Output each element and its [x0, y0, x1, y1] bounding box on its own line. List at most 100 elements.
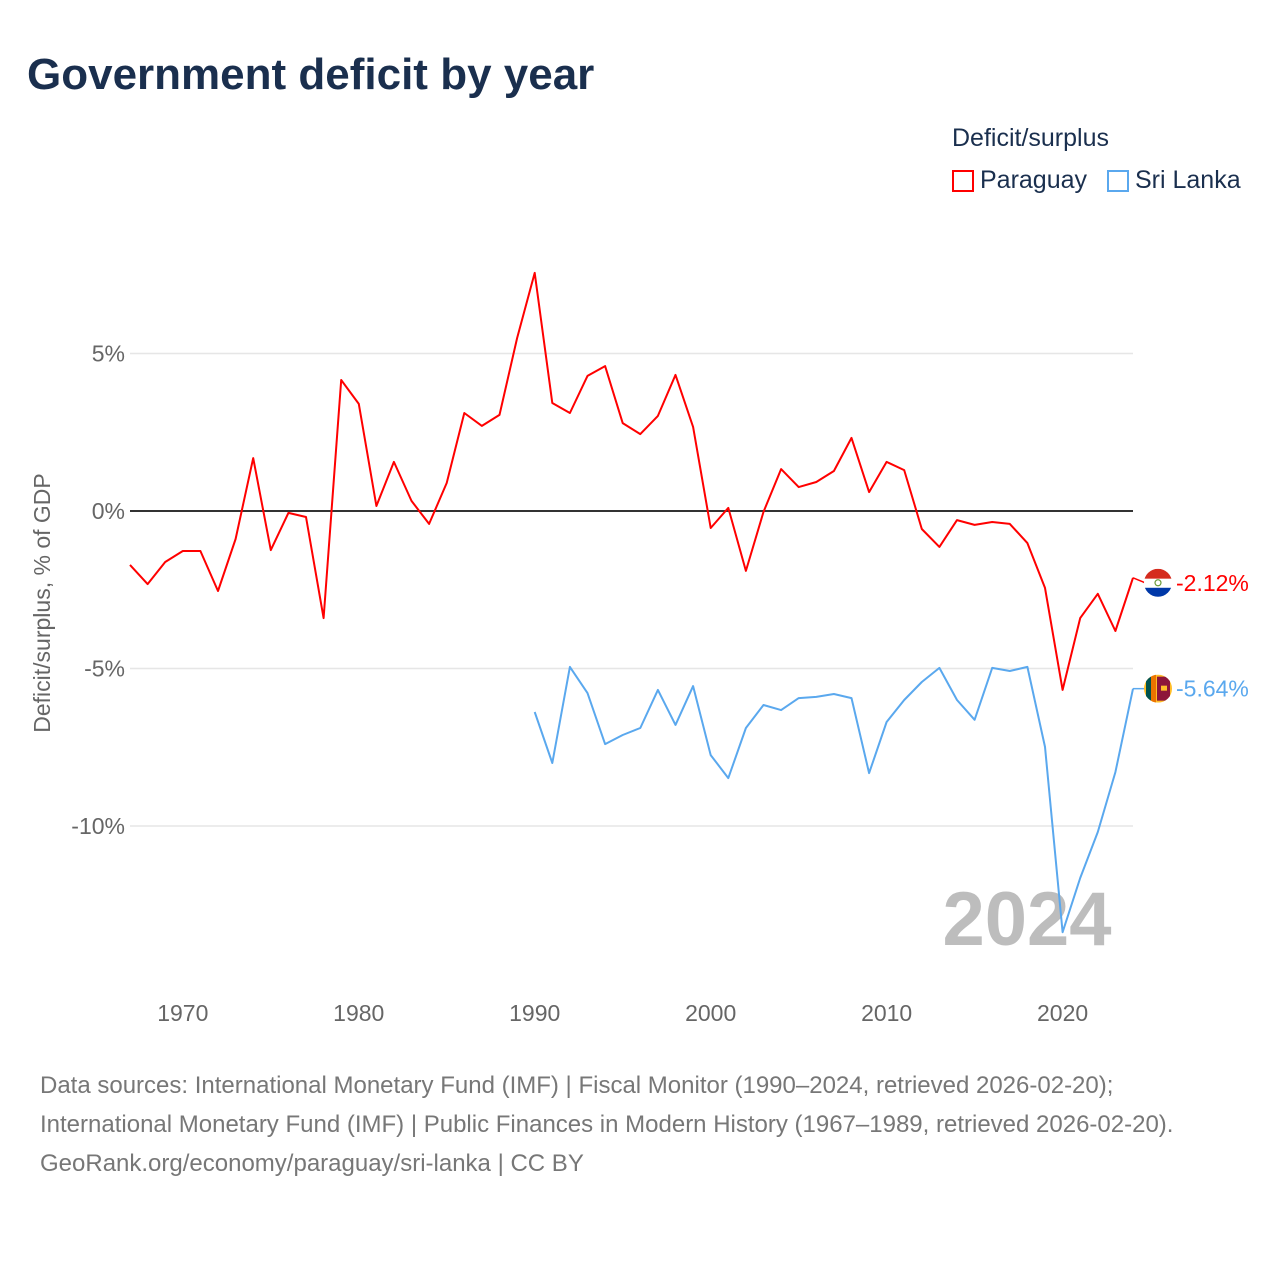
data-point	[234, 537, 238, 541]
data-point	[744, 726, 748, 730]
data-point	[726, 776, 730, 780]
data-point	[550, 401, 554, 405]
legend-swatch	[1107, 169, 1129, 192]
data-point	[603, 742, 607, 746]
data-point	[586, 691, 590, 695]
data-point	[990, 666, 994, 670]
data-point	[1096, 830, 1100, 834]
data-point	[832, 692, 836, 696]
series-line-paraguay	[129, 271, 1134, 691]
data-point	[885, 720, 889, 724]
y-tick-label: -10%	[71, 813, 125, 839]
data-point	[550, 761, 554, 765]
data-point	[515, 336, 519, 340]
flag-stripe	[1144, 578, 1172, 588]
end-connector	[1132, 577, 1146, 584]
y-tick-label: 5%	[92, 341, 125, 367]
data-point	[902, 698, 906, 702]
data-point	[1061, 688, 1065, 692]
data-point	[673, 723, 677, 727]
data-point	[955, 518, 959, 522]
data-point	[198, 549, 202, 553]
x-tick-label: 2010	[861, 1000, 912, 1026]
data-point	[709, 526, 713, 530]
data-point	[568, 665, 572, 669]
footer: Data sources: International Monetary Fun…	[40, 1066, 1240, 1183]
flag-stripe	[1144, 587, 1172, 597]
data-point	[673, 373, 677, 377]
x-tick-label: 1990	[509, 1000, 560, 1026]
data-point	[656, 688, 660, 692]
legend-label: Paraguay	[980, 166, 1088, 194]
x-tick-label: 1970	[157, 1000, 208, 1026]
flag	[1144, 568, 1172, 597]
data-point	[937, 545, 941, 549]
data-point	[937, 666, 941, 670]
data-point	[1078, 876, 1082, 880]
data-point	[814, 480, 818, 484]
data-point	[797, 485, 801, 489]
end-value-label: -5.64%	[1176, 676, 1249, 702]
data-point	[849, 436, 853, 440]
data-point	[1025, 665, 1029, 669]
x-tick-label: 1980	[333, 1000, 384, 1026]
source-link[interactable]: GeoRank.org/economy/paraguay/sri-lanka |…	[40, 1150, 584, 1177]
data-point	[1113, 629, 1117, 633]
data-point	[163, 560, 167, 564]
data-point	[568, 411, 572, 415]
series-line-sri-lanka	[533, 665, 1134, 934]
data-point	[955, 698, 959, 702]
data-point	[286, 511, 290, 515]
data-point	[1078, 616, 1082, 620]
data-point	[392, 460, 396, 464]
data-point	[761, 510, 765, 514]
y-tick-label: -5%	[84, 656, 125, 682]
data-point	[744, 569, 748, 573]
data-point	[867, 490, 871, 494]
data-point	[885, 460, 889, 464]
data-point	[533, 710, 537, 714]
data-point	[357, 402, 361, 406]
data-point	[480, 424, 484, 428]
data-point	[128, 563, 132, 567]
data-point	[761, 703, 765, 707]
data-point	[797, 696, 801, 700]
legend-item-sri-lanka[interactable]: Sri Lanka	[1107, 166, 1241, 195]
data-point	[814, 695, 818, 699]
legend-label: Sri Lanka	[1135, 166, 1241, 194]
flag	[1144, 674, 1172, 703]
data-point	[621, 421, 625, 425]
legend-swatch	[952, 169, 974, 192]
data-point	[621, 733, 625, 737]
data-point	[832, 469, 836, 473]
flag-lion	[1161, 685, 1167, 691]
data-point	[726, 506, 730, 510]
data-point	[533, 271, 537, 275]
data-point	[251, 456, 255, 460]
data-point	[973, 523, 977, 527]
data-point	[322, 616, 326, 620]
data-point	[638, 726, 642, 730]
data-point	[498, 413, 502, 417]
legend-item-paraguay[interactable]: Paraguay	[952, 166, 1087, 195]
data-point	[920, 527, 924, 531]
sri-lanka-flag-icon	[1144, 674, 1172, 703]
data-point	[1008, 669, 1012, 673]
data-point	[1061, 930, 1065, 934]
data-point	[462, 411, 466, 415]
data-point	[849, 696, 853, 700]
data-point	[410, 499, 414, 503]
data-point	[779, 467, 783, 471]
data-point	[586, 374, 590, 378]
data-point	[304, 515, 308, 519]
x-tick-label: 2000	[685, 1000, 736, 1026]
data-point	[374, 504, 378, 508]
data-point	[779, 708, 783, 712]
data-point	[709, 753, 713, 757]
data-point	[1043, 745, 1047, 749]
line-chart: 5% 0% -5% -10% 1970 1980 1990 2000 2010 2020 2024…	[29, 271, 1249, 1026]
flag-stripe	[1146, 674, 1151, 703]
data-point	[339, 378, 343, 382]
x-tick-label: 2020	[1037, 1000, 1088, 1026]
data-point	[1113, 770, 1117, 774]
